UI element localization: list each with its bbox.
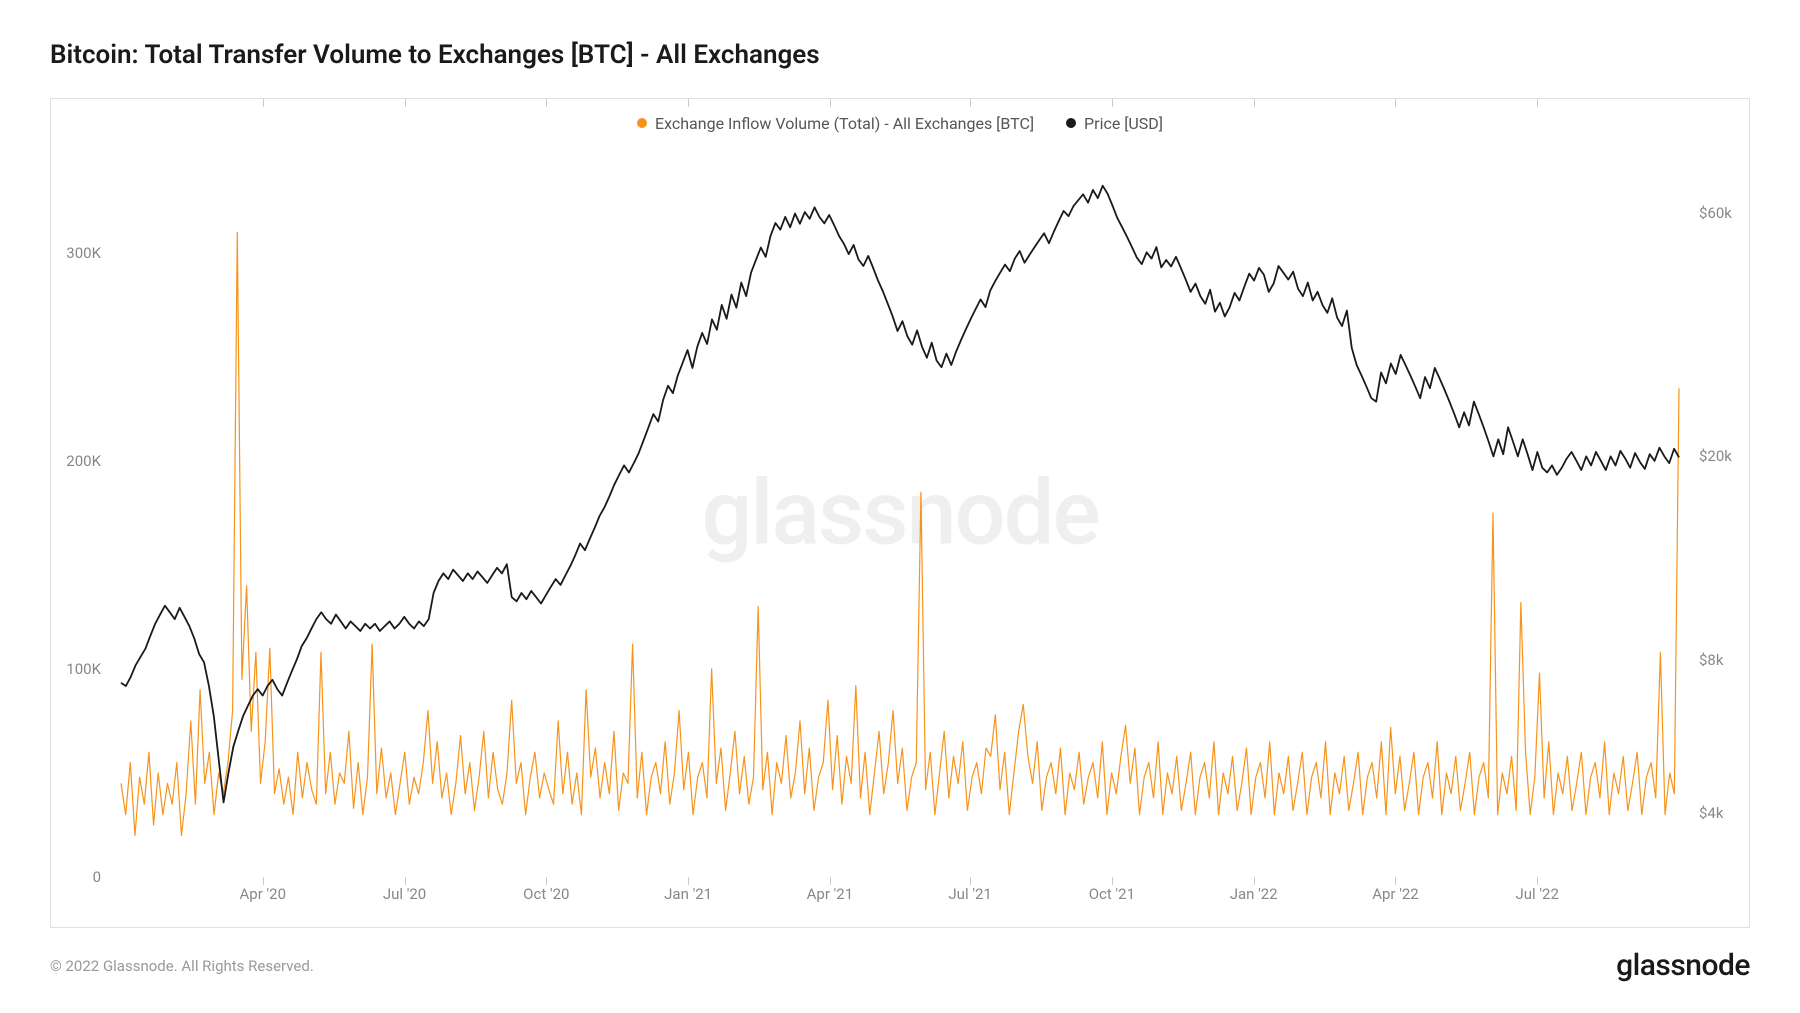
- legend-item-price: Price [USD]: [1066, 114, 1163, 133]
- x-tick-mark: [405, 877, 406, 885]
- y-left-tick-label: 100K: [66, 660, 101, 678]
- x-tick-mark: [1537, 99, 1538, 107]
- y-left-tick-label: 0: [93, 868, 101, 886]
- x-tick-label: Oct '20: [523, 885, 569, 903]
- x-tick-mark: [970, 99, 971, 107]
- x-tick-mark: [1395, 99, 1396, 107]
- x-tick-label: Apr '22: [1372, 885, 1419, 903]
- x-tick-mark: [1112, 877, 1113, 885]
- legend-dot-price: [1066, 118, 1076, 128]
- y-right-tick-label: $8k: [1699, 651, 1723, 669]
- x-tick-label: Apr '21: [807, 885, 854, 903]
- chart-title: Bitcoin: Total Transfer Volume to Exchan…: [50, 40, 1750, 70]
- y-left-tick-label: 200K: [66, 452, 101, 470]
- footer: © 2022 Glassnode. All Rights Reserved. g…: [50, 948, 1750, 983]
- x-tick-mark: [1537, 877, 1538, 885]
- x-axis: Apr '20 Jul '20 Oct '20 Jan '21 Apr '21 Jul '…: [121, 885, 1679, 915]
- x-tick-mark: [546, 99, 547, 107]
- brand-logo: glassnode: [1616, 948, 1750, 983]
- x-tick-label: Apr '20: [240, 885, 287, 903]
- x-tick-mark: [1254, 99, 1255, 107]
- x-tick-mark: [263, 877, 264, 885]
- chart-container: Exchange Inflow Volume (Total) - All Exc…: [50, 98, 1750, 928]
- x-tick-label: Jan '22: [1230, 885, 1278, 903]
- legend-label-price: Price [USD]: [1084, 114, 1163, 133]
- x-tick-mark: [1395, 877, 1396, 885]
- x-tick-label: Jan '21: [664, 885, 712, 903]
- chart-svg: [121, 149, 1679, 877]
- x-tick-mark: [1254, 877, 1255, 885]
- plot-area: [121, 149, 1679, 877]
- x-tick-mark: [688, 877, 689, 885]
- x-tick-label: Oct '21: [1089, 885, 1135, 903]
- x-tick-label: Jul '22: [1516, 885, 1559, 903]
- legend-label-volume: Exchange Inflow Volume (Total) - All Exc…: [655, 114, 1034, 133]
- x-tick-label: Jul '21: [948, 885, 991, 903]
- x-tick-label: Jul '20: [383, 885, 426, 903]
- legend-dot-volume: [637, 118, 647, 128]
- copyright: © 2022 Glassnode. All Rights Reserved.: [50, 957, 314, 975]
- y-right-tick-label: $4k: [1699, 804, 1723, 822]
- y-left-axis: 0100K200K300K: [51, 149, 111, 877]
- y-right-tick-label: $60k: [1699, 204, 1732, 222]
- x-tick-mark: [830, 877, 831, 885]
- x-tick-mark: [1112, 99, 1113, 107]
- x-tick-mark: [546, 877, 547, 885]
- x-tick-mark: [970, 877, 971, 885]
- chart-legend: Exchange Inflow Volume (Total) - All Exc…: [51, 113, 1749, 133]
- y-right-tick-label: $20k: [1699, 447, 1732, 465]
- x-tick-mark: [830, 99, 831, 107]
- x-tick-mark: [405, 99, 406, 107]
- legend-item-volume: Exchange Inflow Volume (Total) - All Exc…: [637, 114, 1034, 133]
- x-tick-mark: [688, 99, 689, 107]
- y-left-tick-label: 300K: [66, 244, 101, 262]
- x-tick-mark: [263, 99, 264, 107]
- y-right-axis: $4k $8k $20k $60k: [1689, 149, 1749, 877]
